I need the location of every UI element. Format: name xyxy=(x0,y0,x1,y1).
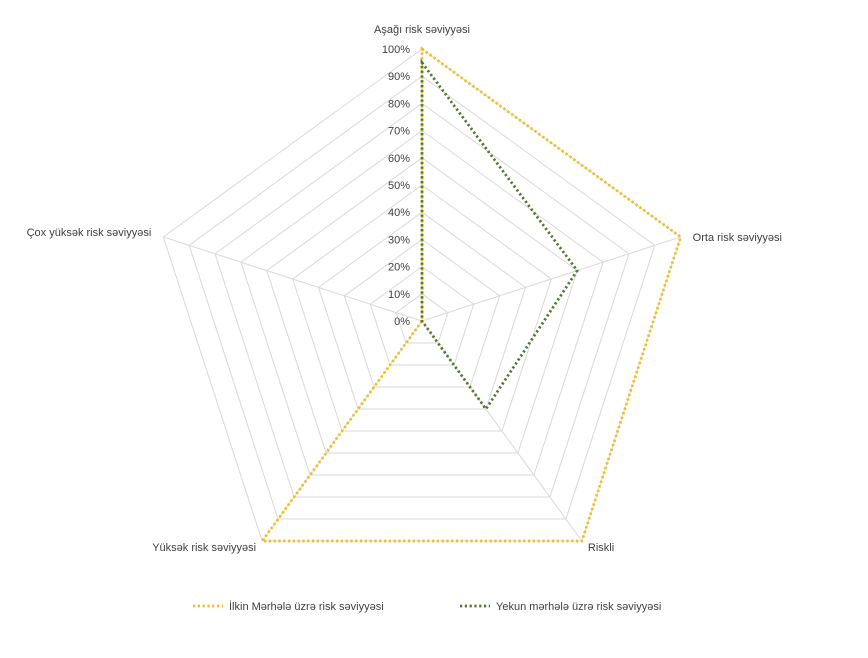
legend-label: İlkin Mərhələ üzrə risk səviyyəsi xyxy=(229,600,384,613)
tick-label: 70% xyxy=(388,126,410,138)
grid-ring xyxy=(266,157,578,454)
tick-label: 80% xyxy=(388,98,410,110)
tick-label: 50% xyxy=(388,180,410,192)
radar-grid xyxy=(162,48,682,542)
category-label: Yüksək risk səviyyəsi xyxy=(152,542,256,554)
grid-ring xyxy=(369,265,475,366)
grid-ring xyxy=(395,293,449,344)
tick-label: 30% xyxy=(388,234,410,246)
legend-label: Yekun mərhələ üzrə risk səviyyəsi xyxy=(496,601,661,613)
tick-label: 90% xyxy=(388,71,410,83)
spoke xyxy=(421,320,583,542)
tick-label: 20% xyxy=(388,262,410,274)
category-label: Riskli xyxy=(588,542,614,554)
series-line-2 xyxy=(420,58,579,412)
category-label: Orta risk səviyyəsi xyxy=(693,232,782,244)
grid-ring xyxy=(162,48,682,542)
category-label: Çox yüksək risk səviyyəsi xyxy=(27,227,152,239)
radial-tick-labels: 0% 10% 20% 30% 40% 50% 60% 70% 80% 90% 100% xyxy=(382,44,410,328)
tick-label: 0% xyxy=(394,316,410,328)
tick-label: 100% xyxy=(382,44,410,56)
grid-ring xyxy=(214,102,630,498)
grid-ring xyxy=(292,184,552,432)
tick-label: 10% xyxy=(388,289,410,301)
legend: İlkin Mərhələ üzrə risk səviyyəsi Yekun m… xyxy=(193,600,661,613)
spoke xyxy=(421,236,681,322)
grid-ring xyxy=(317,211,527,410)
spoke xyxy=(163,236,423,322)
radar-spokes xyxy=(163,49,681,542)
grid-ring xyxy=(343,238,501,388)
category-label: Aşağı risk səviyyəsi xyxy=(374,24,470,36)
radar-series xyxy=(259,46,683,543)
tick-label: 60% xyxy=(388,153,410,165)
grid-ring xyxy=(188,75,656,520)
grid-ring xyxy=(240,129,604,476)
tick-label: 40% xyxy=(388,207,410,219)
series-line-1 xyxy=(259,46,683,543)
category-labels: Aşağı risk səviyyəsi Orta risk səviyyəsi R… xyxy=(27,24,782,554)
